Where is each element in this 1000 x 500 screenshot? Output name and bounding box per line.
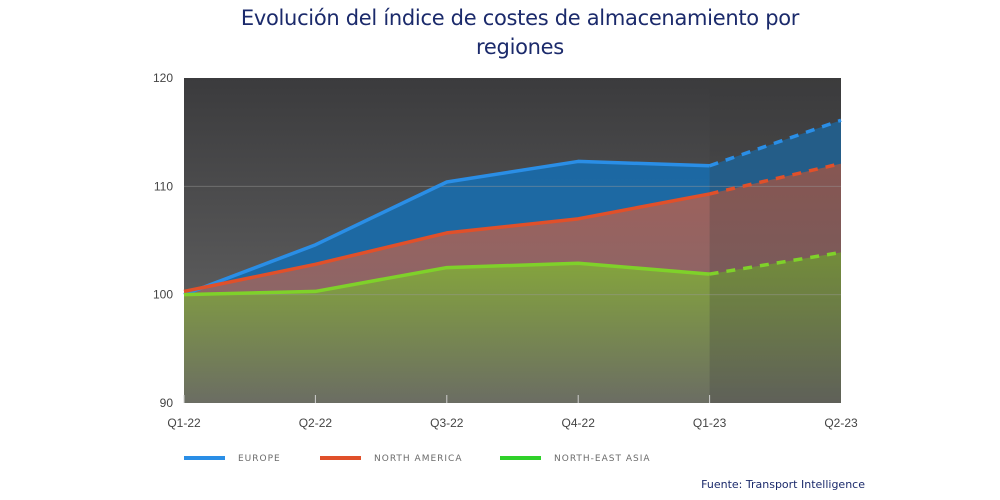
legend-label: EUROPE bbox=[238, 454, 281, 464]
forecast-line-europe bbox=[709, 118, 842, 168]
y-tick-label: 100 bbox=[153, 288, 173, 302]
legend-item: NORTH AMERICA bbox=[320, 454, 463, 464]
chart-title: Evolución del índice de costes de almace… bbox=[0, 4, 1000, 62]
legend-item: EUROPE bbox=[184, 454, 281, 464]
chart-title-line-1: Evolución del índice de costes de almace… bbox=[240, 6, 800, 30]
source-note: Fuente: Transport Intelligence bbox=[701, 478, 865, 491]
legend-item: NORTH-EAST ASIA bbox=[500, 454, 651, 464]
x-tick-label: Q1-22 bbox=[167, 416, 201, 430]
area-north-east-asia bbox=[184, 252, 841, 403]
series-areas bbox=[184, 120, 841, 403]
forecast-shade bbox=[709, 78, 841, 403]
x-tick-label: Q2-22 bbox=[299, 416, 333, 430]
series-lines bbox=[183, 118, 842, 297]
forecast-line-north-america bbox=[709, 161, 842, 196]
y-tick-label: 120 bbox=[153, 71, 173, 85]
grid-lines bbox=[184, 185, 841, 296]
legend: EUROPE NORTH AMERICA NORTH-EAST ASIA bbox=[184, 454, 651, 464]
legend-label: NORTH AMERICA bbox=[374, 454, 463, 464]
x-tick-label: Q4-22 bbox=[562, 416, 596, 430]
forecast-line-north-east-asia bbox=[709, 250, 842, 276]
y-tick-label: 90 bbox=[160, 396, 174, 410]
x-tick-label: Q1-23 bbox=[693, 416, 727, 430]
x-tick-label: Q3-22 bbox=[430, 416, 464, 430]
y-tick-label: 110 bbox=[154, 179, 173, 193]
legend-label: NORTH-EAST ASIA bbox=[554, 454, 651, 464]
x-tick-label: Q2-23 bbox=[824, 416, 858, 430]
chart-title-line-2: regiones bbox=[476, 35, 564, 59]
y-axis-ticks: 90 100 110 120 bbox=[153, 71, 173, 410]
x-axis-ticks: Q1-22 Q2-22 Q3-22 Q4-22 Q1-23 Q2-23 bbox=[167, 395, 858, 430]
